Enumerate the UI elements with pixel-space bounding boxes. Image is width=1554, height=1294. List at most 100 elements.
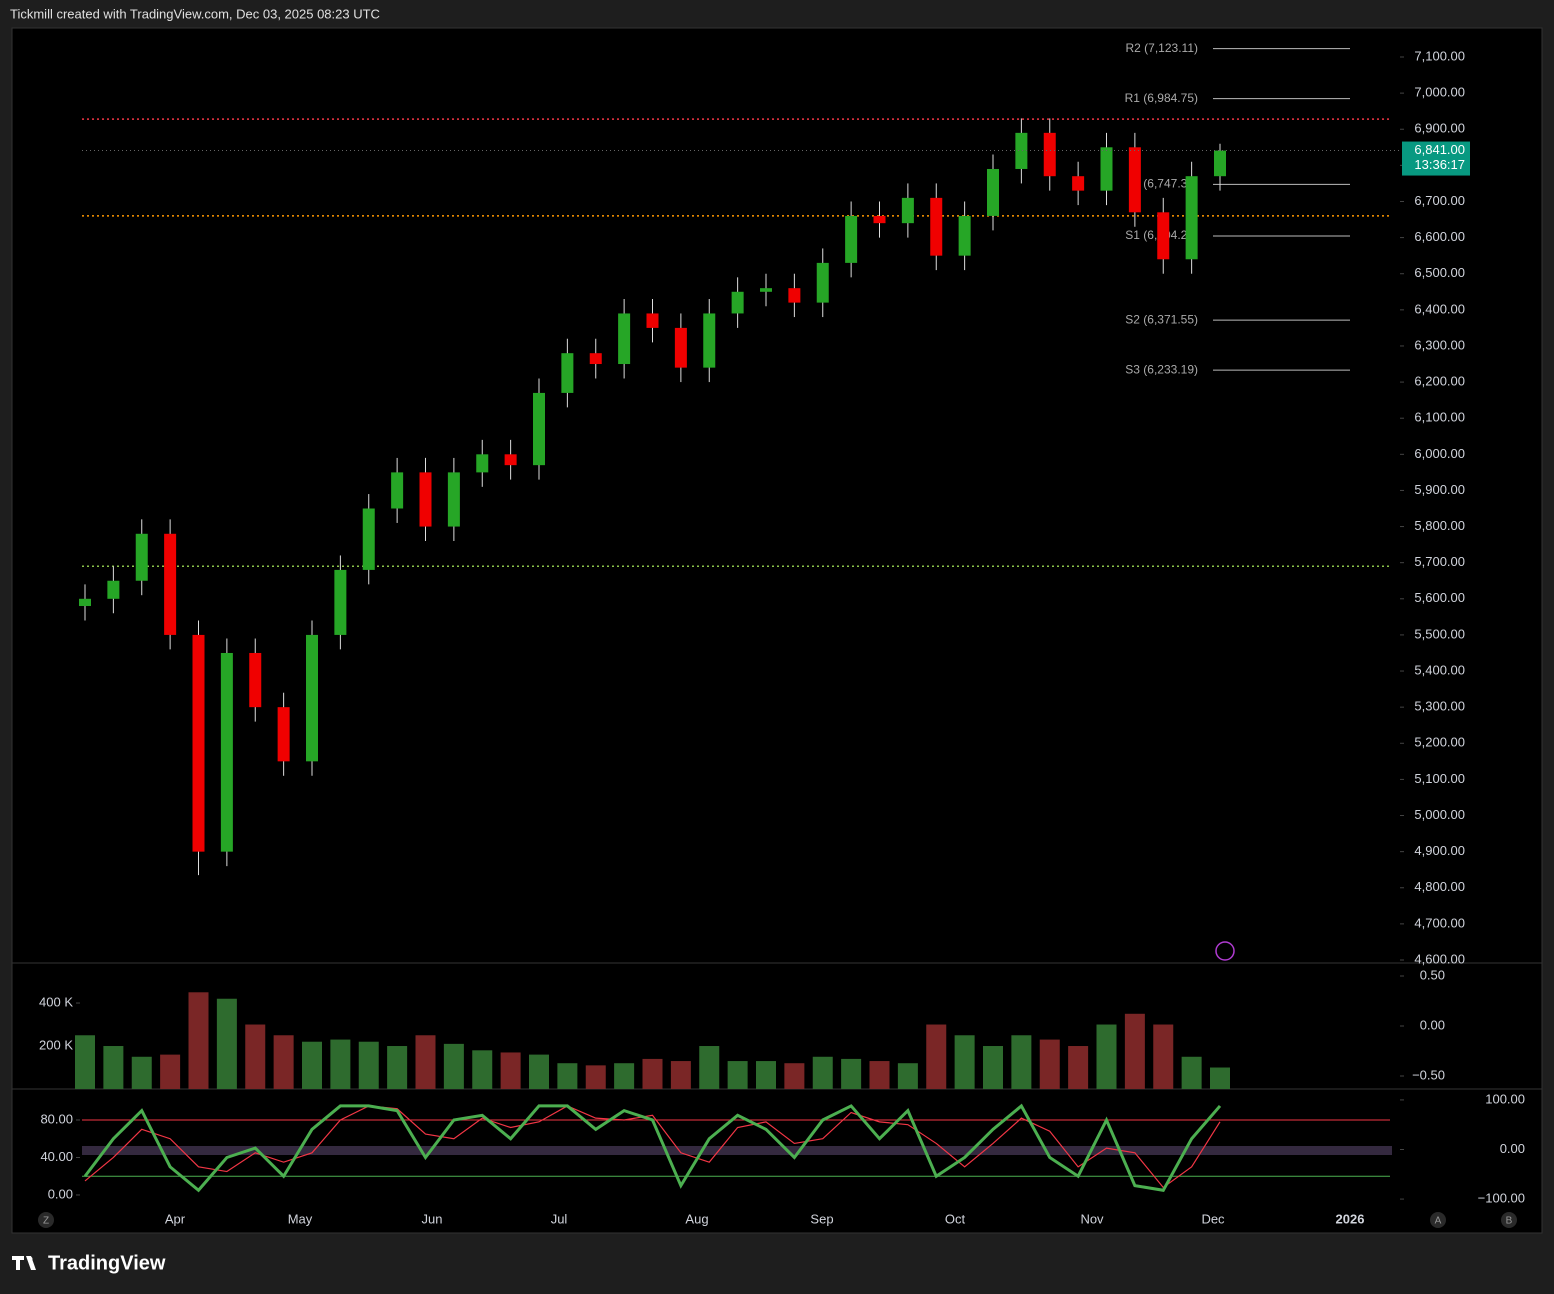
x-tick-label: Aug [685,1211,708,1226]
volume-bar [784,1063,805,1089]
volume-bar [557,1063,578,1089]
volume-bar [358,1041,379,1089]
candle-body [249,652,262,708]
osc-y2-tick-label: 0.00 [1500,1141,1525,1156]
candle-body [1185,176,1198,260]
axis-button[interactable] [1501,1212,1517,1228]
volume-bar [472,1050,493,1089]
candle-body [987,168,999,216]
y-tick-label: 6,600.00 [1414,229,1465,244]
volume-bar [245,1024,266,1089]
pivot-label: P (6,747.33) [1132,177,1198,191]
volume-tick-label: 400 K [39,994,73,1009]
axis-button-label[interactable]: Z [43,1216,49,1227]
candle-body [277,707,290,762]
candle-body [618,313,631,365]
volume-y2-tick-label: −0.50 [1412,1067,1445,1082]
axis-button-label[interactable]: A [1435,1216,1442,1227]
volume-bar [1011,1035,1032,1089]
volume-bar [954,1035,975,1089]
axis-button[interactable] [1430,1212,1446,1228]
candle-body [788,288,801,303]
y-tick-label: 5,800.00 [1414,518,1465,533]
header-title: Tickmill created with TradingView.com, D… [10,6,380,21]
y-tick-label: 6,900.00 [1414,121,1465,136]
candle-body [79,598,91,607]
volume-bar [841,1058,862,1089]
x-tick-label: Jul [551,1211,568,1226]
candle-body [816,262,829,303]
brand-name: TradingView [48,1252,166,1274]
volume-bar [387,1046,408,1089]
y-tick-label: 6,400.00 [1414,301,1465,316]
candle-body [1100,147,1113,191]
candle-body [703,313,716,368]
countdown-label: 13:36:17 [1414,157,1465,172]
candle-body [901,197,914,224]
candle-body [334,569,347,635]
osc-tick-label: 0.00 [48,1186,73,1201]
y-tick-label: 7,000.00 [1414,85,1465,100]
volume-bar [897,1063,918,1089]
y-tick-label: 4,800.00 [1414,879,1465,894]
candle-body [192,634,205,852]
alert-icon[interactable] [1215,941,1235,961]
volume-bar [443,1043,464,1089]
volume-y2-tick-label: 0.50 [1420,967,1445,982]
candle-body [419,472,432,527]
volume-bar [103,1046,124,1089]
x-tick-label: Jun [422,1211,443,1226]
y-tick-label: 5,000.00 [1414,807,1465,822]
y-tick-label: 5,100.00 [1414,771,1465,786]
volume-bar [500,1052,521,1089]
y-tick-label: 5,500.00 [1414,626,1465,641]
volume-bar [756,1061,776,1089]
volume-tick-label: 200 K [39,1037,73,1052]
candle-body [589,353,602,365]
axis-button[interactable] [38,1212,54,1228]
volume-bar [131,1056,152,1089]
volume-bar [160,1054,181,1089]
y-tick-label: 5,600.00 [1414,590,1465,605]
volume-bar [699,1046,720,1089]
candle-body [391,472,404,509]
x-tick-label: Nov [1080,1211,1104,1226]
candle-body [674,327,687,368]
axis-button-label[interactable]: B [1506,1216,1513,1227]
volume-bar [585,1065,606,1089]
y-tick-label: 6,500.00 [1414,265,1465,280]
candle-body [958,215,971,256]
pivot-label: S3 (6,233.19) [1125,362,1198,376]
y-tick-label: 5,400.00 [1414,662,1465,677]
candle-body [476,454,489,473]
y-tick-label: 5,300.00 [1414,699,1465,714]
y-tick-label: 4,900.00 [1414,843,1465,858]
pivot-label: R2 (7,123.11) [1126,41,1199,55]
x-tick-label: Sep [810,1211,833,1226]
osc-y2-tick-label: 100.00 [1485,1091,1525,1106]
volume-bar [529,1054,549,1089]
volume-bar [75,1035,95,1089]
candle-body [646,313,659,328]
candle-body [760,288,772,292]
candle-body [731,291,744,314]
x-tick-label: May [288,1211,313,1226]
volume-bar [1124,1013,1145,1089]
y-tick-label: 6,000.00 [1414,446,1465,461]
x-tick-label: 2026 [1336,1211,1365,1226]
x-tick-label: Oct [945,1211,966,1226]
volume-bar [216,998,237,1089]
y-tick-label: 4,600.00 [1414,951,1465,966]
pivot-label: R1 (6,984.75) [1125,91,1198,105]
chart-frame [11,27,1543,1234]
x-tick-label: Dec [1201,1211,1225,1226]
volume-bar [812,1056,833,1089]
volume-bar [983,1046,1003,1089]
candle-body [220,652,233,852]
volume-bar [188,992,209,1089]
volume-bar [1096,1024,1117,1089]
candle-body [164,533,177,635]
volume-y2-tick-label: 0.00 [1420,1017,1445,1032]
osc-y2-tick-label: −100.00 [1478,1191,1525,1206]
